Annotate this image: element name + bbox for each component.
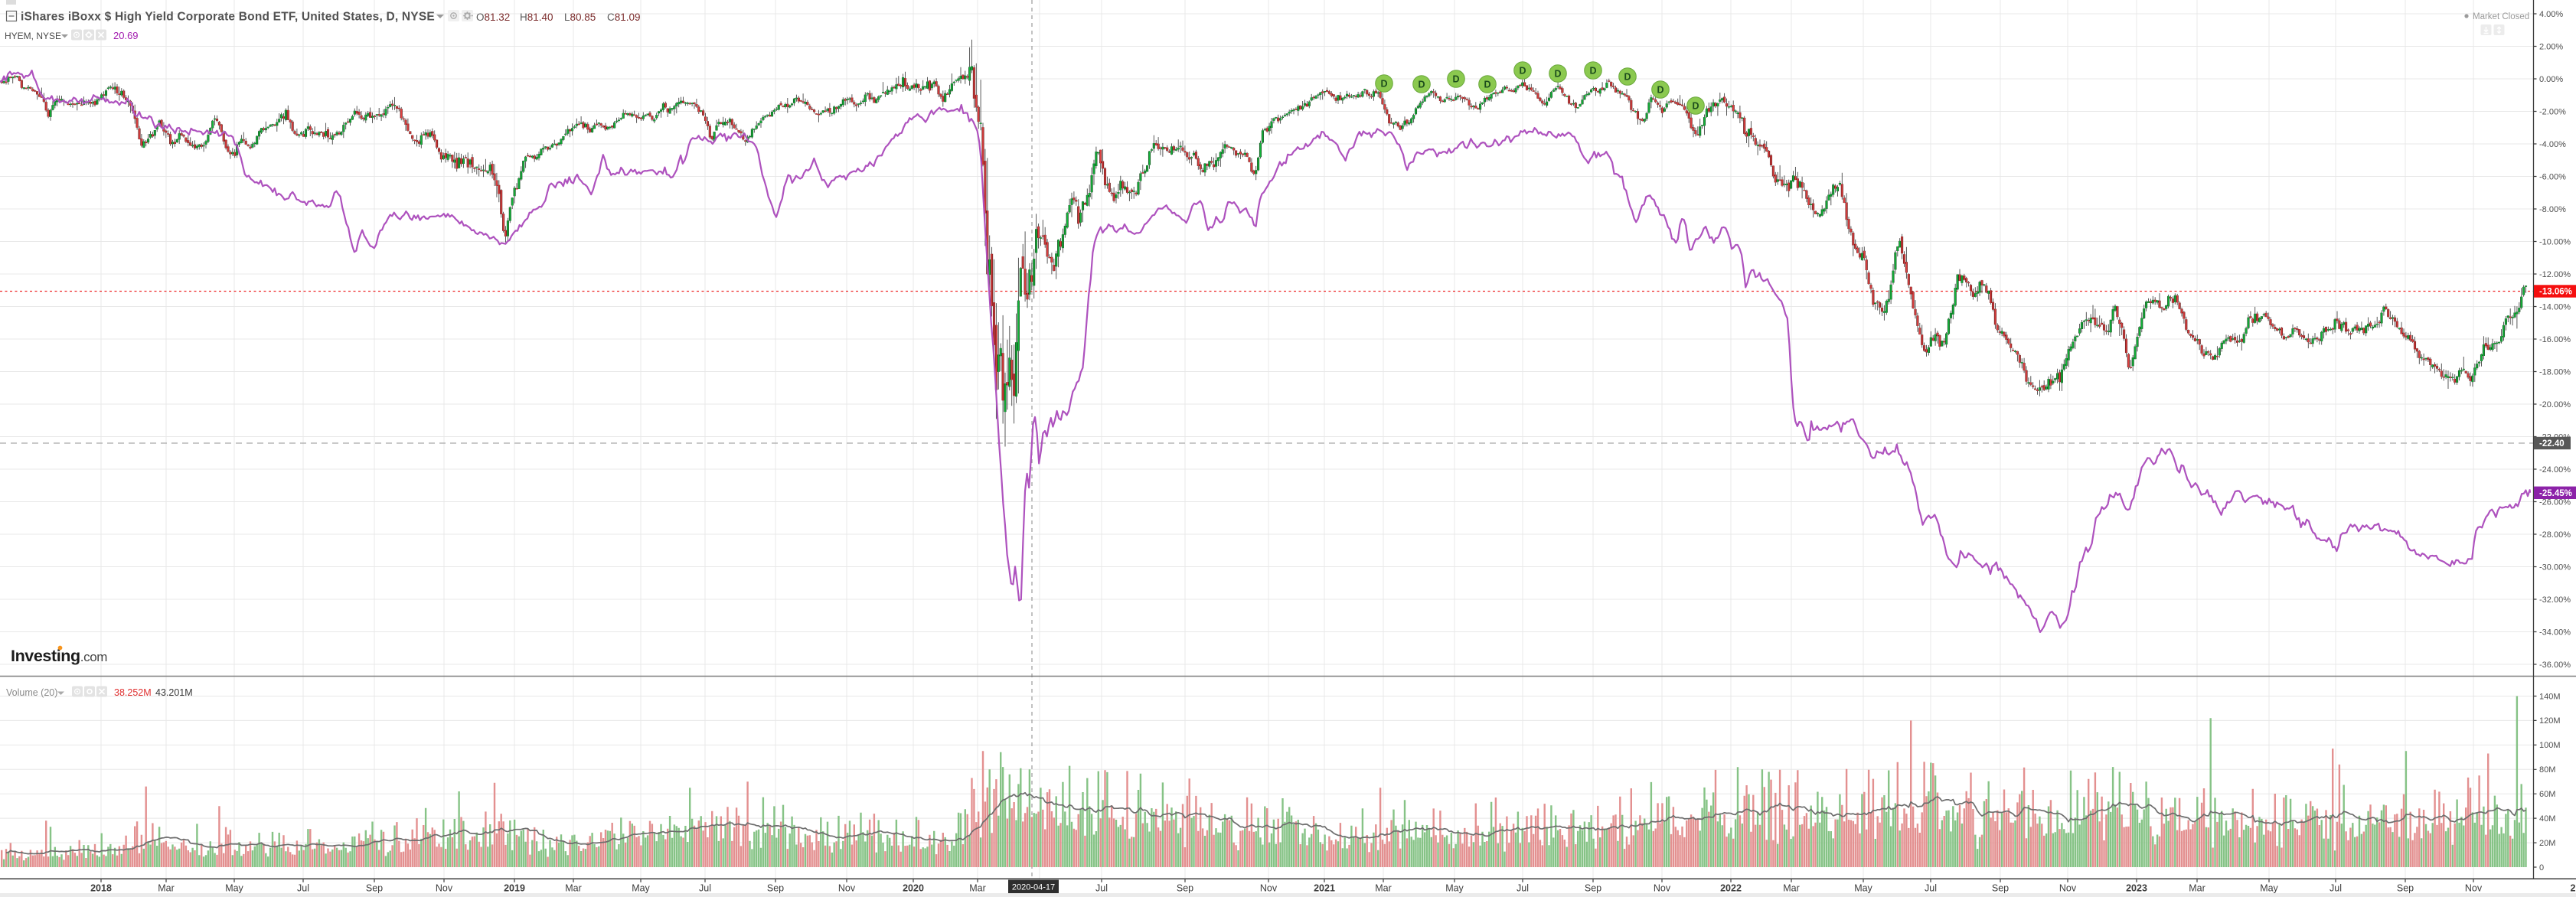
- svg-text:D: D: [1657, 85, 1663, 96]
- svg-text:2023: 2023: [2126, 883, 2147, 894]
- svg-text:100M: 100M: [2539, 741, 2561, 750]
- svg-text:-24.00%: -24.00%: [2539, 465, 2571, 475]
- svg-text:43.201M: 43.201M: [155, 687, 193, 698]
- svg-text:Nov: Nov: [2465, 883, 2483, 894]
- svg-text:D: D: [1554, 69, 1561, 80]
- svg-text:Nov: Nov: [838, 883, 856, 894]
- svg-text:Jul: Jul: [1925, 883, 1937, 894]
- svg-text:Nov: Nov: [1654, 883, 1671, 894]
- svg-text:Mar: Mar: [158, 883, 175, 894]
- svg-text:-16.00%: -16.00%: [2539, 335, 2571, 344]
- svg-text:May: May: [1445, 883, 1464, 894]
- svg-text:Jul: Jul: [2330, 883, 2342, 894]
- svg-text:-12.00%: -12.00%: [2539, 270, 2571, 279]
- svg-text:-4.00%: -4.00%: [2539, 140, 2566, 149]
- svg-text:D: D: [1380, 79, 1387, 90]
- svg-text:2020-04-17: 2020-04-17: [1012, 883, 1055, 892]
- svg-text:80M: 80M: [2539, 765, 2555, 775]
- svg-text:20.69: 20.69: [113, 30, 139, 41]
- svg-text:-20.00%: -20.00%: [2539, 400, 2571, 409]
- svg-text:HYEM, NYSE: HYEM, NYSE: [5, 31, 61, 41]
- svg-text:Sep: Sep: [767, 883, 784, 894]
- svg-text:Volume (20): Volume (20): [6, 687, 57, 698]
- svg-text:Nov: Nov: [2059, 883, 2077, 894]
- svg-text:D: D: [1484, 80, 1490, 90]
- svg-text:Sep: Sep: [1177, 883, 1193, 894]
- svg-text:Jul: Jul: [1095, 883, 1108, 894]
- svg-text:-8.00%: -8.00%: [2539, 205, 2566, 214]
- svg-text:0: 0: [2539, 863, 2544, 873]
- svg-text:D: D: [1452, 74, 1459, 85]
- svg-text:May: May: [2260, 883, 2278, 894]
- svg-text:38.252M: 38.252M: [114, 687, 152, 698]
- svg-text:2018: 2018: [90, 883, 112, 894]
- svg-text:-22.40: -22.40: [2539, 439, 2565, 448]
- svg-text:Mar: Mar: [565, 883, 582, 894]
- svg-text:May: May: [1854, 883, 1872, 894]
- svg-text:D: D: [1692, 101, 1699, 112]
- svg-text:Mar: Mar: [969, 883, 986, 894]
- svg-text:Jul: Jul: [699, 883, 711, 894]
- svg-text:Mar: Mar: [2189, 883, 2205, 894]
- svg-text:Nov: Nov: [436, 883, 453, 894]
- svg-text:20M: 20M: [2539, 839, 2555, 848]
- svg-text:0.00%: 0.00%: [2539, 75, 2563, 84]
- svg-text:Market Closed: Market Closed: [2473, 12, 2529, 21]
- svg-text:Sep: Sep: [1585, 883, 1601, 894]
- svg-text:-32.00%: -32.00%: [2539, 595, 2571, 605]
- svg-text:2021: 2021: [1314, 883, 1335, 894]
- svg-text:Sep: Sep: [366, 883, 383, 894]
- svg-text:D: D: [1418, 80, 1425, 90]
- svg-text:Nov: Nov: [1260, 883, 1278, 894]
- svg-text:40M: 40M: [2539, 814, 2555, 824]
- svg-text:Mar: Mar: [1783, 883, 1800, 894]
- svg-text:May: May: [632, 883, 650, 894]
- svg-text:120M: 120M: [2539, 716, 2561, 726]
- svg-text:-34.00%: -34.00%: [2539, 628, 2571, 637]
- svg-text:2020: 2020: [903, 883, 924, 894]
- svg-text:-26.00%: -26.00%: [2539, 497, 2571, 507]
- svg-text:D: D: [1519, 66, 1526, 77]
- svg-text:-36.00%: -36.00%: [2539, 661, 2571, 670]
- svg-text:-2.00%: -2.00%: [2539, 107, 2566, 116]
- svg-text:2: 2: [2571, 883, 2576, 894]
- svg-text:Sep: Sep: [1992, 883, 2009, 894]
- svg-text:4.00%: 4.00%: [2539, 10, 2563, 19]
- svg-text:May: May: [225, 883, 243, 894]
- svg-text:Jul: Jul: [297, 883, 309, 894]
- svg-text:-25.45%: -25.45%: [2539, 489, 2572, 498]
- svg-text:-14.00%: -14.00%: [2539, 302, 2571, 312]
- svg-text:60M: 60M: [2539, 790, 2555, 799]
- svg-text:D: D: [1589, 66, 1596, 77]
- svg-text:D: D: [1624, 72, 1631, 83]
- svg-text:-13.06%: -13.06%: [2539, 288, 2572, 297]
- svg-text:2.00%: 2.00%: [2539, 42, 2563, 51]
- svg-text:2019: 2019: [504, 883, 525, 894]
- svg-text:-18.00%: -18.00%: [2539, 367, 2571, 377]
- svg-text:Jul: Jul: [1517, 883, 1529, 894]
- svg-text:-6.00%: -6.00%: [2539, 172, 2566, 181]
- svg-text:-28.00%: -28.00%: [2539, 530, 2571, 540]
- svg-text:iShares iBoxx $ High Yield Cor: iShares iBoxx $ High Yield Corporate Bon…: [21, 11, 435, 24]
- svg-text:140M: 140M: [2539, 692, 2561, 701]
- svg-text:-10.00%: -10.00%: [2539, 237, 2571, 246]
- svg-text:Mar: Mar: [1375, 883, 1392, 894]
- svg-text:2022: 2022: [1720, 883, 1742, 894]
- svg-text:-30.00%: -30.00%: [2539, 563, 2571, 572]
- svg-text:Sep: Sep: [2397, 883, 2414, 894]
